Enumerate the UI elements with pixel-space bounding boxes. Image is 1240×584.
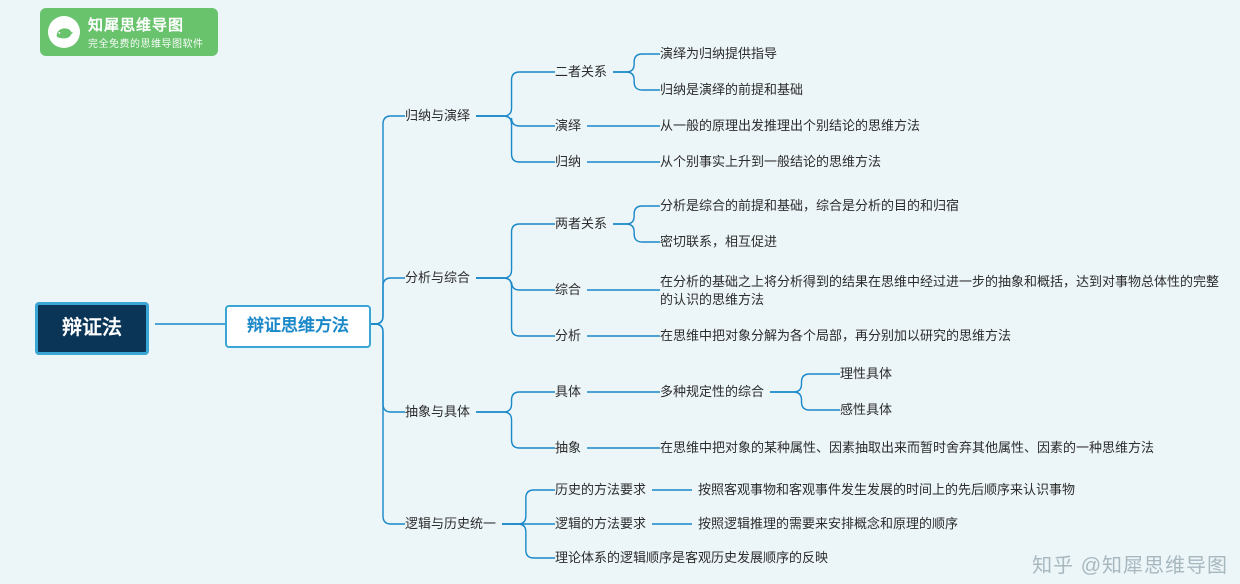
leaf-1-1-0: 在分析的基础之上将分析得到的结果在思维中经过进一步的抽象和概括，达到对事物总体性… [660, 273, 1220, 308]
branch-0-child-0: 二者关系 [555, 63, 607, 81]
branch-1: 分析与综合 [405, 269, 470, 287]
branch-0-child-1: 演绎 [555, 117, 581, 135]
branch-3-child-1: 逻辑的方法要求 [555, 515, 646, 533]
branch-3-child-2: 理论体系的逻辑顺序是客观历史发展顺序的反映 [555, 549, 828, 567]
leaf-1-0-0: 分析是综合的前提和基础，综合是分析的目的和归宿 [660, 197, 959, 215]
branch-2: 抽象与具体 [405, 403, 470, 421]
lvl1-node: 辩证思维方法 [225, 305, 371, 348]
inline-3-1: 按照逻辑推理的需要来安排概念和原理的顺序 [698, 515, 958, 533]
subleaf-2-0-0: 理性具体 [840, 365, 892, 383]
subleaf-2-0-1: 感性具体 [840, 401, 892, 419]
branch-0: 归纳与演绎 [405, 107, 470, 125]
branch-3-child-0: 历史的方法要求 [555, 481, 646, 499]
branch-2-child-1: 抽象 [555, 439, 581, 457]
leaf-0-0-0: 演绎为归纳提供指导 [660, 45, 777, 63]
leaf-0-0-1: 归纳是演绎的前提和基础 [660, 81, 803, 99]
leaf-2-0-label: 多种规定性的综合 [660, 383, 764, 401]
leaf-0-2-0: 从个别事实上升到一般结论的思维方法 [660, 153, 881, 171]
leaf-0-1-0: 从一般的原理出发推理出个别结论的思维方法 [660, 117, 920, 135]
root-node: 辩证法 [35, 302, 149, 355]
branch-1-child-1: 综合 [555, 281, 581, 299]
watermark: 知乎 @知犀思维导图 [1032, 549, 1228, 578]
leaf-1-2-0: 在思维中把对象分解为各个局部，再分别加以研究的思维方法 [660, 327, 1011, 345]
leaf-1-0-1: 密切联系，相互促进 [660, 233, 777, 251]
branch-2-child-0: 具体 [555, 383, 581, 401]
branch-0-child-2: 归纳 [555, 153, 581, 171]
leaf-2-1-0: 在思维中把对象的某种属性、因素抽取出来而暂时舍弃其他属性、因素的一种思维方法 [660, 439, 1154, 457]
branch-3: 逻辑与历史统一 [405, 515, 496, 533]
branch-1-child-0: 两者关系 [555, 215, 607, 233]
inline-3-0: 按照客观事物和客观事件发生发展的时间上的先后顺序来认识事物 [698, 481, 1075, 499]
branch-1-child-2: 分析 [555, 327, 581, 345]
